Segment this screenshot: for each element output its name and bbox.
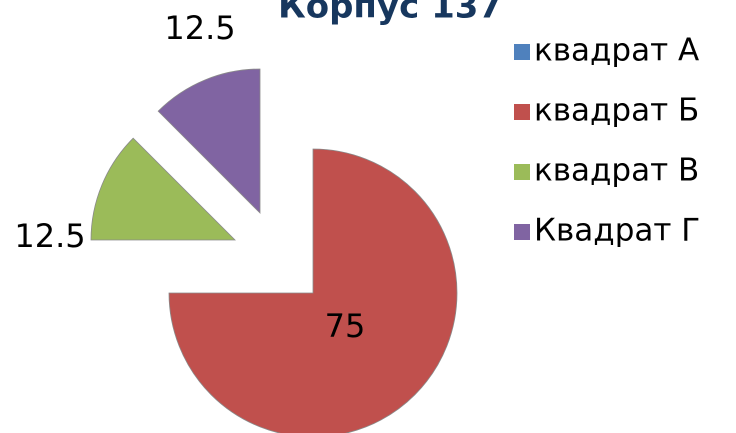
- pie-slice: [168, 148, 458, 433]
- legend-swatch: [514, 104, 530, 120]
- data-label: 12.5: [164, 9, 235, 47]
- legend-swatch: [514, 224, 530, 240]
- pie-slice: [90, 137, 236, 241]
- legend-label: квадрат Б: [534, 93, 699, 129]
- data-label: 12.5: [14, 217, 85, 255]
- pie-slice: [157, 68, 261, 214]
- data-label: 75: [325, 307, 366, 345]
- legend-swatch: [514, 164, 530, 180]
- legend-label: квадрат В: [534, 153, 699, 189]
- chart-title: Корпус 137: [278, 0, 502, 27]
- legend-label: квадрат А: [534, 33, 699, 69]
- legend-label: Квадрат Г: [534, 213, 700, 249]
- legend-swatch: [514, 44, 530, 60]
